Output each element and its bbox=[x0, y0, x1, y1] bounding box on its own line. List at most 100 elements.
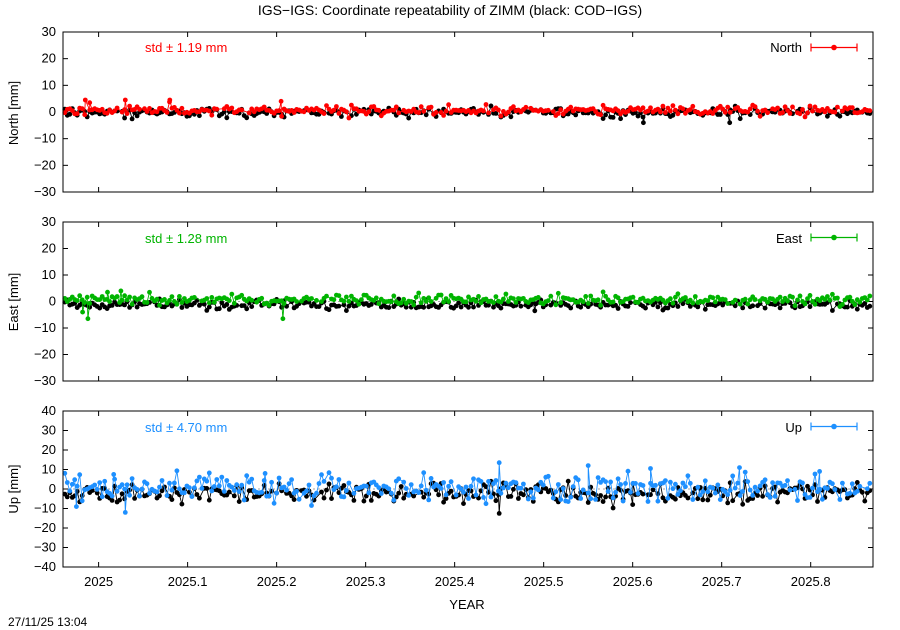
up-data-point bbox=[767, 495, 773, 500]
up-data-point bbox=[481, 495, 486, 500]
east-data-point bbox=[812, 301, 818, 307]
up-data-point bbox=[558, 497, 564, 502]
up-data-point bbox=[817, 486, 823, 492]
y-tick-label: 0 bbox=[49, 481, 56, 496]
north-data-point bbox=[331, 107, 337, 113]
up-data-point bbox=[341, 494, 347, 500]
up-data-point bbox=[289, 477, 294, 482]
up-data-point bbox=[675, 492, 681, 497]
east-data-point bbox=[690, 300, 696, 306]
up-data-point bbox=[847, 490, 853, 496]
up-data-point bbox=[363, 483, 369, 489]
east-data-point bbox=[239, 292, 245, 298]
east-data-point bbox=[226, 298, 232, 303]
up-data-point bbox=[610, 505, 616, 511]
east-data-point bbox=[144, 300, 150, 305]
north-data-point bbox=[757, 113, 763, 119]
up-std-label: std ± 4.70 mm bbox=[145, 420, 227, 435]
up-data-point bbox=[351, 498, 357, 503]
up-data-point bbox=[715, 482, 721, 488]
up-data-point bbox=[97, 480, 103, 485]
up-data-point bbox=[134, 487, 140, 492]
up-data-point bbox=[849, 481, 855, 487]
east-data-point bbox=[388, 299, 394, 305]
north-data-point bbox=[690, 103, 696, 109]
north-data-point bbox=[164, 110, 170, 115]
up-data-point bbox=[204, 478, 210, 484]
up-data-point bbox=[521, 492, 526, 498]
up-data-point bbox=[249, 476, 255, 482]
up-data-point bbox=[154, 489, 160, 495]
north-data-point bbox=[114, 105, 120, 111]
up-data-point bbox=[368, 498, 374, 503]
legend-marker bbox=[831, 234, 837, 241]
up-data-point bbox=[172, 480, 177, 486]
east-data-point bbox=[683, 295, 688, 300]
up-data-point bbox=[376, 485, 382, 490]
east-data-point bbox=[553, 302, 559, 308]
up-data-point bbox=[291, 497, 297, 502]
east-legend-label: East bbox=[776, 231, 802, 246]
north-data-point bbox=[443, 108, 449, 114]
up-data-point bbox=[595, 475, 601, 480]
east-data-point bbox=[675, 291, 681, 297]
east-data-point bbox=[326, 307, 332, 313]
up-data-point bbox=[441, 499, 446, 505]
up-data-point bbox=[396, 490, 402, 496]
up-data-point bbox=[129, 476, 135, 481]
north-data-point bbox=[558, 107, 564, 113]
up-data-point bbox=[530, 495, 536, 501]
north-data-point bbox=[147, 106, 152, 111]
up-data-point bbox=[271, 500, 277, 506]
up-data-point bbox=[840, 480, 845, 486]
north-data-point bbox=[498, 113, 504, 119]
up-data-point bbox=[418, 483, 424, 489]
up-data-point bbox=[471, 476, 476, 482]
up-data-point bbox=[346, 480, 352, 486]
north-data-point bbox=[488, 103, 494, 109]
up-data-point bbox=[673, 481, 678, 487]
east-data-point bbox=[588, 293, 594, 299]
up-data-point bbox=[550, 495, 556, 501]
east-data-point bbox=[411, 302, 417, 308]
up-data-point bbox=[580, 487, 586, 493]
north-data-point bbox=[244, 115, 250, 121]
north-data-point bbox=[737, 116, 743, 122]
east-data-point bbox=[403, 304, 409, 310]
up-data-point bbox=[164, 493, 170, 498]
east-data-point bbox=[84, 294, 90, 300]
x-tick-label: 2025.6 bbox=[613, 574, 653, 589]
north-data-point bbox=[486, 110, 491, 116]
y-tick-label: −10 bbox=[34, 131, 56, 146]
up-data-point bbox=[665, 495, 671, 501]
east-data-point bbox=[129, 301, 135, 307]
up-data-point bbox=[94, 490, 100, 496]
north-data-point bbox=[167, 97, 173, 103]
up-data-point bbox=[585, 490, 591, 496]
up-data-point bbox=[259, 489, 265, 495]
up-data-point bbox=[702, 478, 708, 484]
east-data-point bbox=[635, 300, 641, 305]
up-data-point bbox=[386, 486, 392, 492]
up-data-point bbox=[710, 485, 716, 491]
east-data-point bbox=[134, 304, 140, 310]
up-data-point bbox=[109, 493, 115, 499]
east-data-point bbox=[710, 295, 716, 301]
north-data-point bbox=[780, 110, 785, 115]
y-tick-label: −20 bbox=[34, 157, 56, 172]
east-data-point bbox=[854, 306, 860, 312]
east-data-point bbox=[204, 308, 210, 313]
north-data-point bbox=[790, 104, 795, 110]
up-data-point bbox=[820, 496, 825, 502]
north-data-point bbox=[122, 97, 128, 103]
up-data-point bbox=[396, 476, 402, 482]
up-data-point bbox=[167, 480, 172, 486]
up-data-point bbox=[406, 493, 412, 498]
up-data-point bbox=[742, 469, 748, 475]
up-data-point bbox=[314, 490, 319, 496]
up-data-point bbox=[543, 486, 549, 491]
up-data-point bbox=[124, 482, 130, 488]
up-data-point bbox=[64, 480, 70, 485]
up-data-point bbox=[600, 499, 606, 504]
up-data-point bbox=[448, 479, 454, 485]
